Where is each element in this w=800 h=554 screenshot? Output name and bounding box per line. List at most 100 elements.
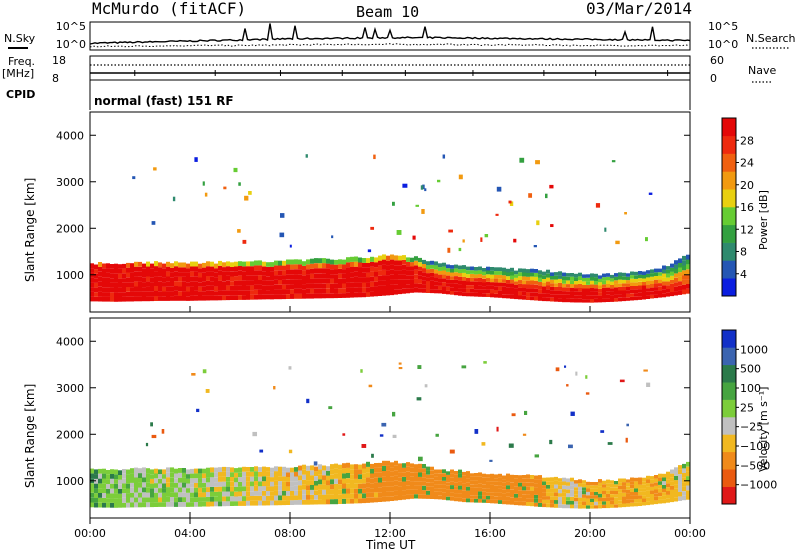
velocity-echo-cell <box>478 487 482 492</box>
velocity-echo-cell <box>646 483 650 487</box>
velocity-echo-cell <box>422 481 426 486</box>
power-echo-cell <box>582 292 586 296</box>
power-echo-cell <box>266 294 270 300</box>
power-echo-cell <box>462 288 466 293</box>
power-echo-cell <box>246 295 250 300</box>
power-echo-cell <box>274 270 278 276</box>
velocity-echo-cell <box>194 497 198 502</box>
velocity-echo-cell <box>654 478 658 483</box>
power-echo-cell <box>166 261 170 267</box>
velocity-echo-cell <box>382 460 386 466</box>
velocity-echo-cell <box>406 490 410 495</box>
power-echo-cell <box>94 278 98 283</box>
velocity-echo-cell <box>174 487 178 493</box>
power-echo-cell <box>90 282 94 288</box>
power-echo-cell <box>346 267 350 273</box>
power-echo-cell <box>642 296 646 300</box>
velocity-echo-cell <box>294 476 298 482</box>
power-echo-cell <box>546 285 550 290</box>
power-echo-cell <box>330 283 334 289</box>
power-echo-cell <box>458 276 462 281</box>
power-echo-cell <box>630 271 634 276</box>
power-echo-cell <box>270 280 274 286</box>
velocity-echo-cell <box>378 472 382 478</box>
power-echo-cell <box>90 277 94 283</box>
velocity-echo-cell <box>618 478 622 483</box>
velocity-echo-cell <box>462 498 466 503</box>
power-echo-cell <box>326 258 330 264</box>
velocity-echo-cell <box>322 465 326 471</box>
velocity-echo-cell <box>334 478 338 484</box>
velocity-echo-cell <box>118 503 122 508</box>
velocity-echo-cell <box>470 487 474 492</box>
power-echo-cell <box>290 274 294 280</box>
power-echo-cell <box>350 267 354 273</box>
velocity-echo-cell <box>278 481 282 486</box>
power-echo-cell <box>370 261 374 267</box>
velocity-echo-cell <box>494 496 498 500</box>
power-echo-cell <box>598 282 602 286</box>
power-echo-cell <box>622 297 626 302</box>
velocity-echo-cell <box>386 470 390 476</box>
velocity-echo-cell <box>466 478 470 483</box>
velocity-colorbar-swatch <box>722 330 736 348</box>
velocity-echo-cell <box>398 495 402 501</box>
velocity-echo-cell <box>158 488 162 493</box>
velocity-echo-cell <box>254 466 258 472</box>
power-echo-cell <box>474 289 478 293</box>
power-echo-cell <box>582 274 586 278</box>
power-echo-cell <box>222 281 226 286</box>
velocity-echo-cell <box>654 493 658 497</box>
power-scatter-cell <box>648 192 653 195</box>
velocity-echo-cell <box>466 490 470 495</box>
power-echo-cell <box>618 294 622 298</box>
power-echo-cell <box>322 278 326 284</box>
power-echo-cell <box>190 271 194 277</box>
velocity-echo-cell <box>102 473 106 479</box>
velocity-echo-cell <box>222 501 226 507</box>
power-scatter-cell <box>244 195 249 201</box>
power-echo-cell <box>574 273 578 278</box>
velocity-echo-cell <box>294 500 298 505</box>
velocity-echo-cell <box>206 477 210 483</box>
power-echo-cell <box>606 276 610 281</box>
velocity-echo-cell <box>174 483 178 488</box>
power-echo-cell <box>646 273 650 278</box>
power-echo-cell <box>558 271 562 276</box>
velocity-echo-cell <box>602 484 606 488</box>
velocity-echo-cell <box>270 477 274 482</box>
power-echo-cell <box>622 279 626 284</box>
power-echo-cell <box>574 277 578 281</box>
power-echo-cell <box>678 285 682 291</box>
power-echo-cell <box>194 271 198 277</box>
velocity-echo-cell <box>226 486 230 492</box>
velocity-echo-cell <box>634 499 638 503</box>
power-echo-cell <box>226 261 230 267</box>
noise-tick-low-left: 10^0 <box>56 38 86 51</box>
velocity-echo-cell <box>410 467 414 473</box>
power-echo-cell <box>498 278 502 283</box>
velocity-echo-cell <box>546 488 550 493</box>
velocity-echo-cell <box>550 481 554 485</box>
velocity-echo-cell <box>98 468 102 474</box>
velocity-echo-cell <box>426 486 430 491</box>
power-echo-cell <box>522 268 526 273</box>
power-echo-cell <box>242 295 246 300</box>
power-echo-cell <box>454 276 458 280</box>
power-echo-cell <box>214 286 218 292</box>
velocity-echo-cell <box>574 504 578 509</box>
power-echo-cell <box>442 282 446 287</box>
velocity-echo-cell <box>634 492 638 496</box>
power-echo-cell <box>206 280 210 286</box>
velocity-echo-cell <box>430 482 434 487</box>
velocity-echo-cell <box>414 477 418 482</box>
velocity-echo-cell <box>202 501 206 507</box>
power-echo-cell <box>134 286 138 292</box>
velocity-echo-cell <box>162 497 166 503</box>
velocity-echo-cell <box>270 467 274 473</box>
power-echo-cell <box>118 264 122 269</box>
power-echo-cell <box>106 287 110 293</box>
velocity-echo-cell <box>122 483 126 489</box>
power-echo-cell <box>378 260 382 266</box>
velocity-echo-cell <box>118 484 122 489</box>
